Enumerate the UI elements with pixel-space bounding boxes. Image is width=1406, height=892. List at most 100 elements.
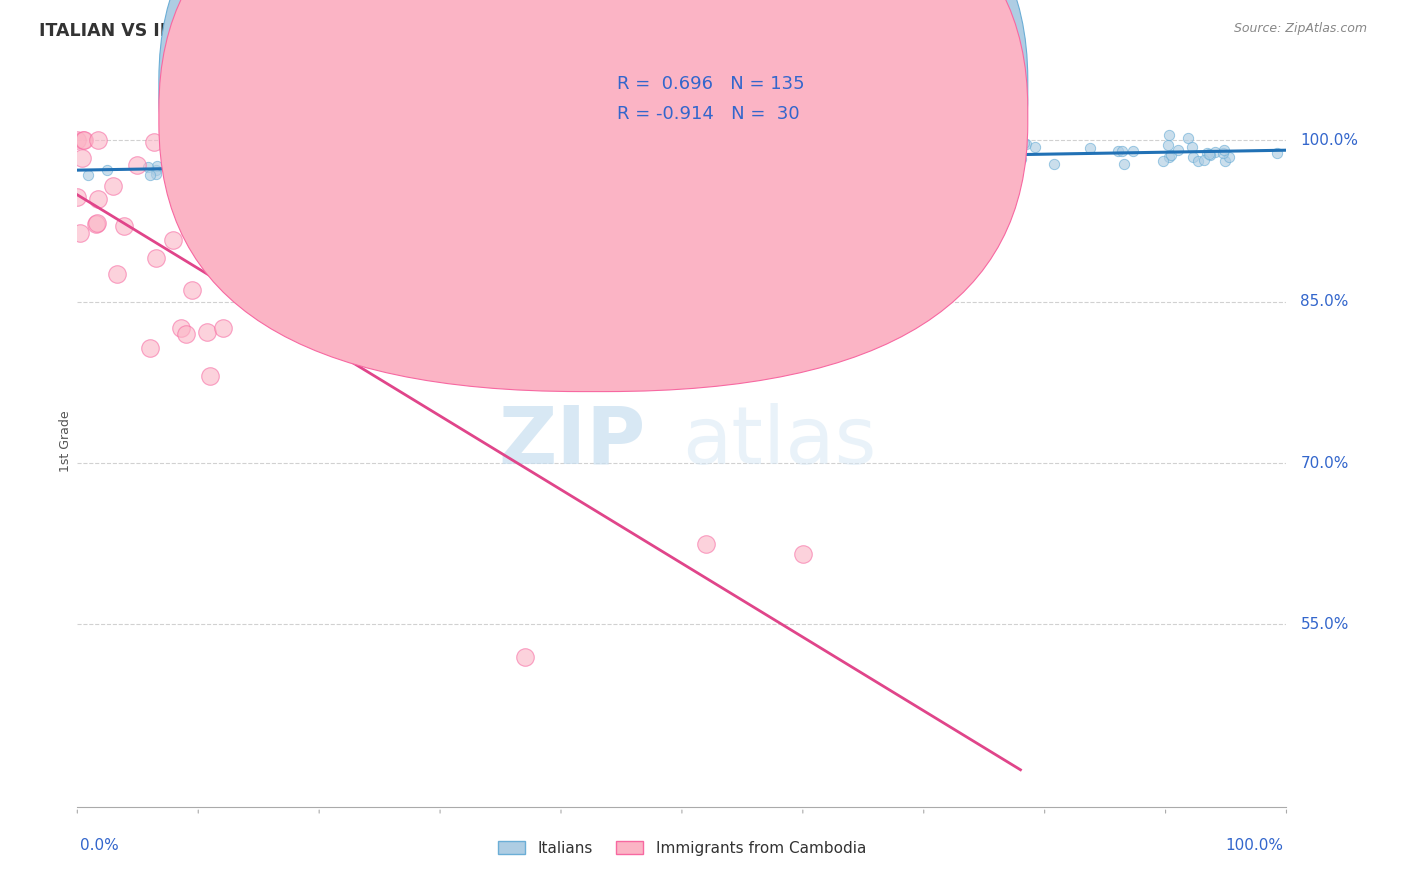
Point <box>554 159 576 173</box>
Text: 100.0%: 100.0% <box>1226 838 1284 853</box>
Point <box>1218 150 1240 164</box>
Point <box>367 157 389 171</box>
Point <box>815 148 838 162</box>
Point <box>232 165 254 179</box>
Point <box>1111 144 1133 158</box>
Point <box>461 159 484 173</box>
Point <box>1122 144 1144 158</box>
Point <box>486 162 509 177</box>
Point <box>84 218 107 232</box>
Point <box>1160 147 1182 161</box>
Point <box>688 161 710 176</box>
Point <box>218 152 240 166</box>
Point <box>801 158 824 172</box>
Point <box>714 148 737 162</box>
Point <box>603 135 626 149</box>
Point <box>886 156 908 170</box>
Point <box>254 163 277 178</box>
Text: 85.0%: 85.0% <box>1301 294 1348 310</box>
Point <box>233 169 256 184</box>
Point <box>200 369 222 384</box>
Point <box>598 149 620 163</box>
Point <box>429 162 451 177</box>
Legend: Italians, Immigrants from Cambodia: Italians, Immigrants from Cambodia <box>492 835 872 862</box>
Point <box>101 178 124 193</box>
Point <box>1187 153 1209 168</box>
Point <box>138 161 160 175</box>
Point <box>1152 153 1174 168</box>
Point <box>143 136 166 150</box>
Point <box>676 143 699 157</box>
Point <box>541 147 564 161</box>
Point <box>401 161 423 176</box>
Point <box>1212 146 1234 161</box>
Point <box>180 283 202 297</box>
Point <box>86 216 108 230</box>
Point <box>326 235 349 249</box>
Point <box>441 152 464 166</box>
Point <box>1199 148 1222 162</box>
Point <box>404 159 426 173</box>
Point <box>207 163 229 178</box>
Point <box>66 133 89 147</box>
Point <box>733 147 755 161</box>
Point <box>287 148 309 162</box>
Point <box>145 167 167 181</box>
Point <box>70 151 93 165</box>
Text: Source: ZipAtlas.com: Source: ZipAtlas.com <box>1233 22 1367 36</box>
Text: atlas: atlas <box>682 402 876 481</box>
Point <box>159 156 181 170</box>
Point <box>706 153 728 168</box>
Point <box>699 158 721 172</box>
Point <box>1198 147 1220 161</box>
Point <box>607 147 630 161</box>
Point <box>139 342 162 356</box>
Point <box>896 145 918 160</box>
Text: R = -0.914   N =  30: R = -0.914 N = 30 <box>617 105 800 123</box>
Point <box>169 171 191 186</box>
Point <box>1157 137 1180 152</box>
Point <box>479 151 502 165</box>
Point <box>436 165 458 179</box>
Y-axis label: 1st Grade: 1st Grade <box>59 410 72 473</box>
Point <box>564 147 586 161</box>
Point <box>202 162 225 177</box>
Point <box>333 164 356 178</box>
Point <box>77 168 100 182</box>
Point <box>352 328 374 343</box>
Point <box>695 537 717 551</box>
Point <box>284 158 307 172</box>
Point <box>966 151 988 165</box>
Text: 55.0%: 55.0% <box>1301 617 1348 632</box>
Point <box>1159 128 1181 142</box>
Point <box>962 144 984 158</box>
Point <box>886 160 908 174</box>
Point <box>792 158 814 172</box>
Point <box>1012 136 1035 150</box>
Point <box>163 161 186 175</box>
Point <box>174 326 197 341</box>
Point <box>373 162 395 177</box>
Point <box>96 162 118 177</box>
Point <box>624 146 647 161</box>
Point <box>548 159 571 173</box>
Point <box>789 153 811 167</box>
Text: ZIP: ZIP <box>498 402 645 481</box>
Point <box>425 165 447 179</box>
Point <box>623 139 645 153</box>
Point <box>1107 144 1129 158</box>
Point <box>127 158 149 172</box>
Point <box>87 133 110 147</box>
Point <box>1213 144 1236 158</box>
Point <box>1181 150 1204 164</box>
Point <box>612 158 634 172</box>
Point <box>1010 152 1032 166</box>
Point <box>170 159 193 173</box>
Point <box>356 161 378 176</box>
Text: ITALIAN VS IMMIGRANTS FROM CAMBODIA 1ST GRADE CORRELATION CHART: ITALIAN VS IMMIGRANTS FROM CAMBODIA 1ST … <box>39 22 789 40</box>
Point <box>112 219 135 234</box>
Point <box>792 548 814 562</box>
Point <box>1042 156 1064 170</box>
Point <box>714 143 737 157</box>
Point <box>883 148 905 162</box>
